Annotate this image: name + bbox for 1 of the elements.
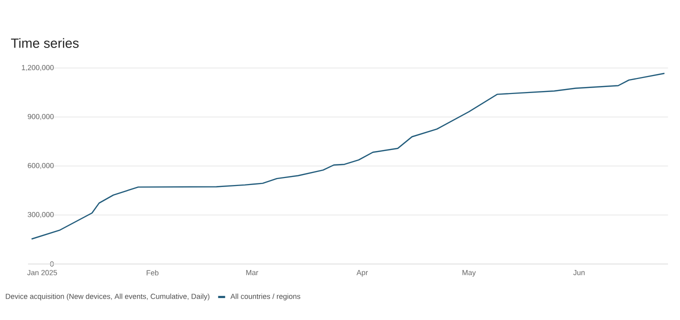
chart-title: Time series bbox=[11, 38, 79, 48]
